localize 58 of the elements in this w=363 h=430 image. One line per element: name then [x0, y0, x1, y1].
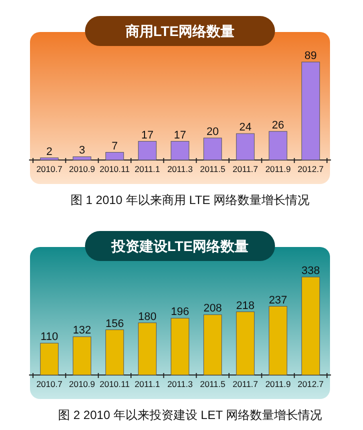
x-tick-label: 2011.5 [200, 379, 226, 389]
bar [236, 133, 255, 160]
caption: 图 2 2010 年以来投资建设 LET 网络数量增长情况 [58, 408, 322, 422]
bar [236, 312, 255, 376]
x-tick-label: 2011.9 [265, 164, 291, 174]
data-label: 2 [46, 146, 52, 158]
x-tick-label: 2012.7 [298, 379, 324, 389]
bar [301, 276, 320, 376]
data-label: 17 [174, 129, 186, 142]
x-tick-label: 2011.7 [232, 379, 258, 389]
bar [170, 141, 190, 160]
bar [105, 330, 124, 376]
bar [105, 152, 124, 160]
data-label: 110 [40, 331, 58, 344]
bar [170, 318, 190, 376]
data-label: 338 [301, 265, 320, 277]
x-tick-label: 2012.7 [298, 164, 324, 174]
bar [72, 156, 92, 160]
data-label: 24 [239, 122, 252, 134]
caption: 图 1 2010 年以来商用 LTE 网络数量增长情况 [70, 193, 310, 207]
data-label: 180 [138, 310, 157, 323]
x-tick-label: 2011.1 [134, 164, 160, 174]
bar [72, 336, 92, 376]
x-tick-label: 2010.11 [100, 379, 130, 389]
bar [40, 158, 59, 160]
data-label: 89 [304, 50, 317, 62]
x-tick-label: 2011.1 [134, 379, 160, 389]
data-label: 3 [78, 144, 86, 157]
data-label: 156 [105, 318, 124, 330]
x-tick-label: 2010.11 [100, 164, 130, 174]
data-label: 218 [236, 300, 255, 312]
x-tick-label: 2010.7 [36, 164, 63, 174]
x-tick-label: 2011.7 [232, 164, 258, 174]
bar [268, 131, 288, 160]
x-tick-label: 2011.9 [265, 379, 291, 389]
data-label: 20 [206, 126, 219, 138]
bar [203, 138, 222, 160]
bar [301, 62, 320, 160]
bar [268, 306, 288, 376]
bar [40, 342, 59, 376]
bar [138, 141, 157, 160]
data-label: 208 [203, 302, 222, 315]
data-label: 196 [170, 306, 190, 318]
bar [138, 322, 157, 376]
x-tick-label: 2010.9 [69, 379, 96, 389]
chart-title: 投资建设LTE网络数量 [110, 238, 249, 254]
chart-title: 商用LTE网络数量 [124, 23, 235, 39]
data-label: 26 [272, 119, 284, 132]
data-label: 132 [72, 324, 92, 337]
data-label: 17 [141, 129, 154, 142]
bar [203, 314, 222, 376]
x-tick-label: 2011.3 [167, 379, 193, 389]
data-label: 237 [268, 294, 288, 306]
x-tick-label: 2011.3 [167, 164, 193, 174]
x-tick-label: 2010.7 [36, 379, 63, 389]
data-label: 7 [112, 140, 118, 152]
x-tick-label: 2011.5 [200, 164, 226, 174]
x-tick-label: 2010.9 [69, 164, 96, 174]
